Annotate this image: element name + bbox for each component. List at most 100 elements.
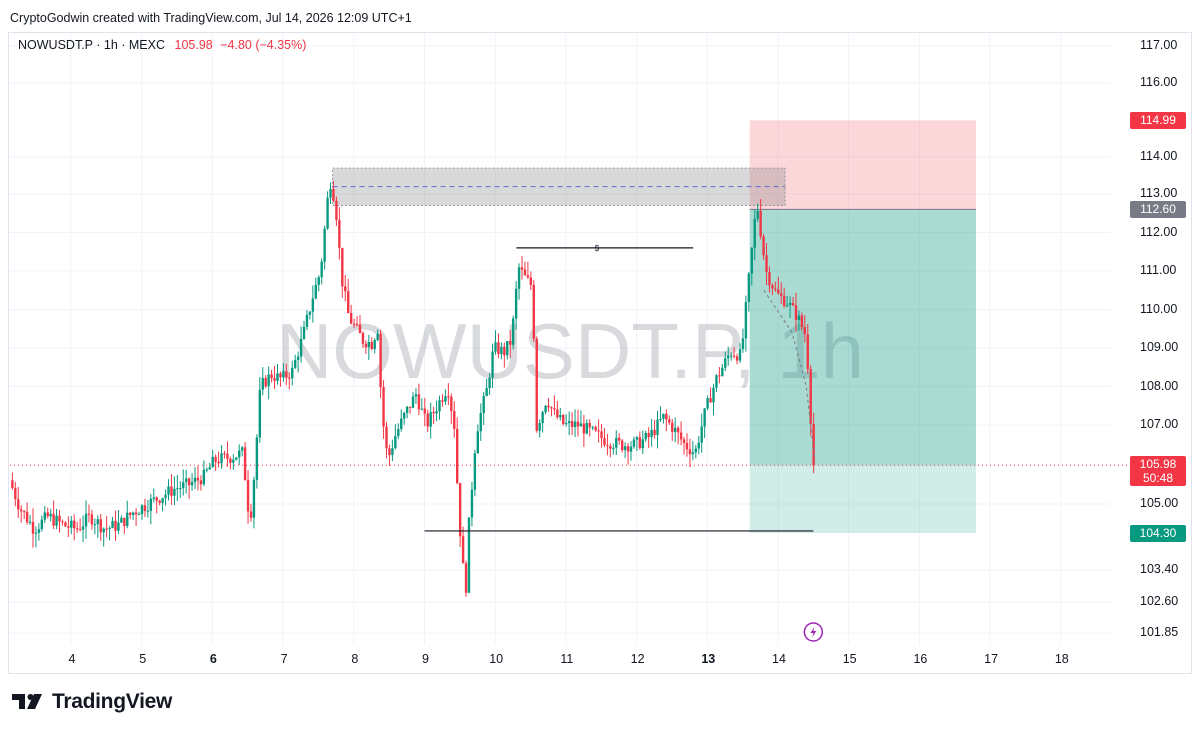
candle-body (385, 426, 388, 449)
candle-body (173, 488, 176, 496)
candle-body (582, 423, 586, 434)
candle-body (394, 436, 397, 449)
price-tick-label: 117.00 (1140, 38, 1178, 52)
candle-body (600, 431, 603, 439)
candle-body (208, 467, 211, 470)
symbol-label[interactable]: NOWUSDT.P · 1h · MEXC (18, 38, 166, 52)
price-label: 105.98 (174, 38, 213, 52)
candle-body (444, 396, 447, 402)
candle-body (347, 291, 350, 314)
candle-body (473, 453, 477, 490)
entry-badge: 112.60 (1130, 201, 1186, 219)
candle-body (679, 432, 683, 440)
candle-body (111, 520, 114, 528)
candle-body (293, 359, 297, 368)
candle-body (249, 511, 253, 518)
tradingview-brand: TradingView (52, 690, 173, 713)
candle-body (202, 469, 206, 485)
candle-body (671, 422, 674, 432)
candle-body (58, 515, 61, 522)
candle-body (588, 422, 591, 428)
price-tick-label: 105.00 (1140, 496, 1179, 510)
candle-body (738, 349, 742, 361)
candle-body (470, 489, 474, 518)
candle-body (809, 368, 812, 424)
tradingview-logo-icon (12, 694, 42, 709)
candle-body (90, 514, 94, 525)
candle-body (503, 346, 506, 356)
current-price-badge: 105.98 50:48 (1130, 456, 1186, 487)
candle-body (509, 340, 512, 345)
candle-body (556, 409, 559, 418)
candle-body (414, 394, 418, 397)
candle-body (43, 512, 46, 520)
candle-body (765, 255, 768, 273)
candle-body (364, 343, 368, 348)
candle-body (34, 532, 38, 534)
price-tick-label: 101.85 (1140, 625, 1179, 639)
price-tick-label: 114.00 (1140, 149, 1178, 163)
candle-body (93, 524, 97, 526)
candle-body (143, 505, 147, 512)
candle-body (662, 413, 665, 419)
chart-frame[interactable] (8, 32, 1192, 674)
candle-body (785, 305, 789, 307)
symbol-legend[interactable]: NOWUSDT.P · 1h · MEXC 105.98 −4.80 (−4.3… (18, 38, 306, 52)
candle-body (17, 499, 20, 510)
candle-body (544, 405, 547, 413)
candle-body (335, 200, 338, 221)
candle-body (632, 439, 636, 447)
candle-body (261, 377, 264, 390)
candle-body (570, 421, 574, 428)
candle-body (626, 446, 630, 452)
candle-body (146, 510, 150, 512)
candle-body (729, 355, 733, 357)
candle-body (647, 433, 650, 438)
candle-body (70, 520, 73, 528)
candle-body (464, 563, 468, 593)
candle-body (96, 519, 100, 525)
candle-body (591, 427, 594, 429)
candle-body (64, 522, 67, 527)
candle-body (676, 427, 680, 433)
candle-body (370, 342, 373, 350)
candle-body (488, 377, 491, 389)
candle-body (376, 333, 379, 340)
candle-body (535, 338, 538, 431)
candle-body (81, 526, 85, 530)
candle-body (794, 305, 798, 320)
time-tick-label: 13 (701, 652, 716, 666)
candle-body (564, 423, 568, 425)
watermark: NOWUSDT.P, 1h (276, 307, 864, 395)
candle-body (724, 358, 727, 368)
candle-body (20, 509, 23, 512)
candle-body (579, 423, 583, 427)
tradingview-footer[interactable]: TradingView (12, 690, 172, 714)
countdown-value: 50:48 (1142, 471, 1174, 486)
candle-body (606, 445, 609, 447)
candle-body (803, 327, 807, 335)
candle-body (629, 446, 633, 452)
price-tick-label: 102.60 (1140, 594, 1179, 608)
candle-body (126, 512, 129, 527)
candle-body (538, 423, 541, 431)
candle-body (276, 373, 279, 381)
candle-body (641, 439, 644, 449)
candle-body (623, 446, 627, 450)
candle-body (134, 512, 138, 515)
candle-body (123, 517, 126, 527)
candle-body (656, 419, 659, 436)
candle-body (193, 477, 197, 483)
candle-body (659, 418, 662, 420)
candle-body (750, 247, 753, 274)
candle-body (155, 497, 158, 501)
candle-body (682, 439, 686, 443)
candle-body (264, 377, 267, 387)
candle-body (494, 342, 497, 352)
time-tick-label: 10 (489, 652, 504, 666)
candle-body (458, 483, 462, 537)
candle-body (190, 482, 194, 486)
candle-body (461, 536, 465, 564)
candle-body (526, 275, 530, 278)
